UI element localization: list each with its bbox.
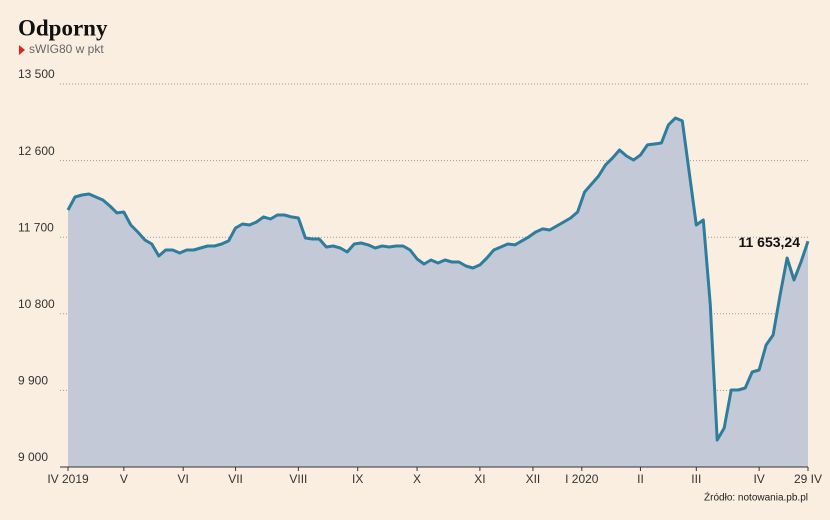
value-label: 11 653,24 (738, 234, 800, 250)
chart-title: Odporny (18, 15, 108, 40)
x-tick-label: IX (352, 472, 363, 486)
x-tick-label: IV (753, 472, 764, 486)
x-tick-label: VI (178, 472, 189, 486)
y-tick-label: 11 700 (18, 220, 54, 234)
y-tick-label: 13 500 (18, 67, 55, 81)
x-tick-label: X (413, 472, 421, 486)
line (66, 116, 810, 442)
x-tick-label: II (637, 472, 644, 486)
x-tick-label: IV 2019 (47, 472, 89, 486)
y-tick-label: 10 800 (18, 297, 55, 311)
x-tick-label: XI (474, 472, 485, 486)
y-tick-label: 12 600 (18, 144, 55, 158)
x-tick-label: VIII (289, 472, 307, 486)
x-tick-label: VII (228, 472, 243, 486)
area (68, 118, 808, 467)
source-note: Źródło: notowania.pb.pl (704, 491, 808, 504)
x-tick-label: XII (526, 472, 541, 486)
x-tick-label: III (691, 472, 701, 486)
x-tick-label: 29 IV (794, 472, 822, 486)
marker-icon (19, 45, 25, 55)
chart-subtitle: sWIG80 w pkt (29, 42, 104, 56)
y-tick-label: 9 900 (18, 374, 48, 388)
x-tick-label: I 2020 (565, 472, 599, 486)
y-tick-label: 9 000 (18, 450, 48, 464)
x-tick-label: V (120, 472, 128, 486)
